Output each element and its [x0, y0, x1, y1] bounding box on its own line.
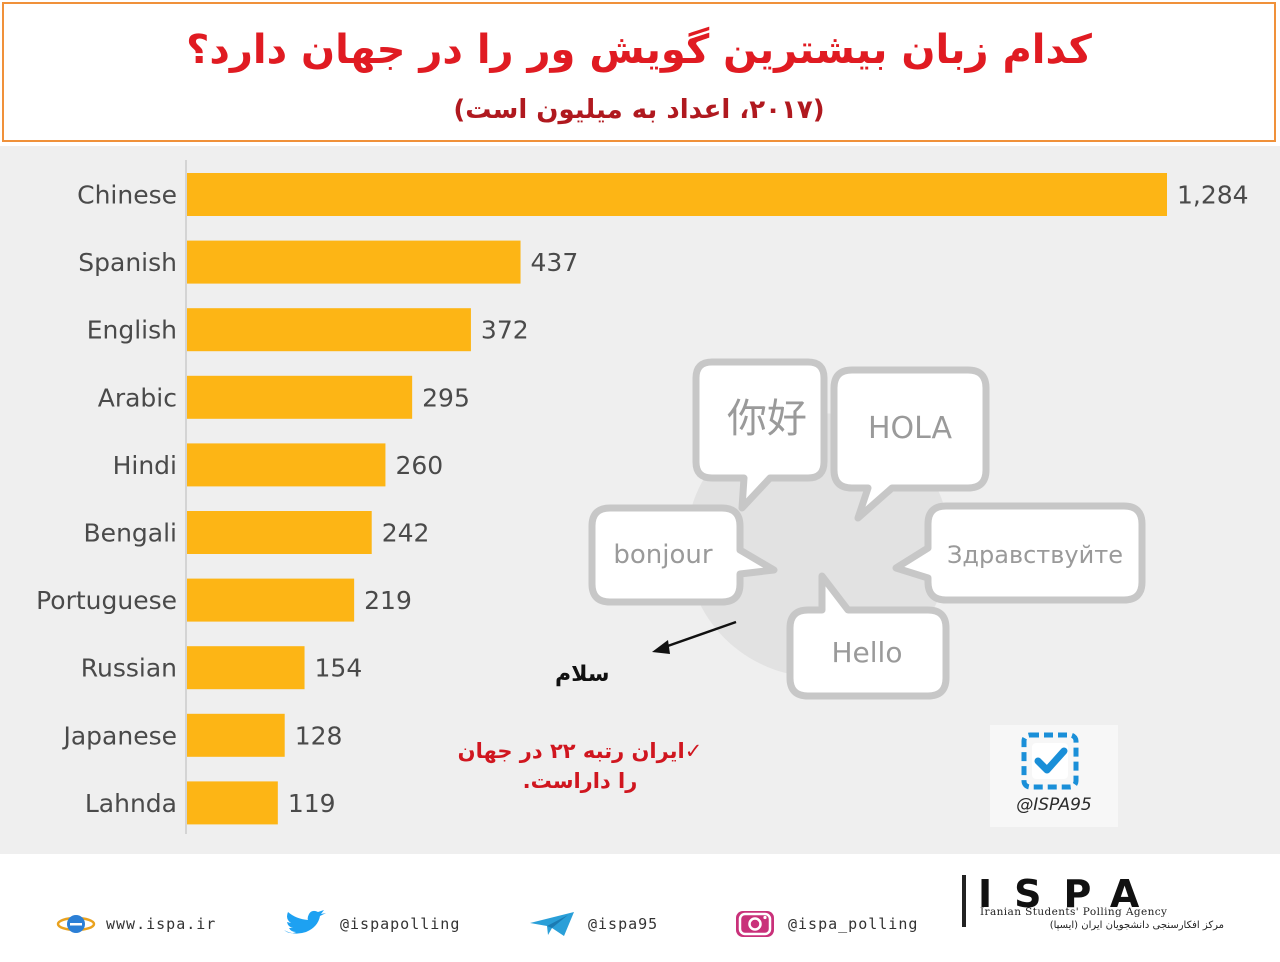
- bubble-nihao: [692, 358, 828, 512]
- twitter-icon: [284, 910, 326, 934]
- website-text: www.ispa.ir: [106, 915, 217, 933]
- ispa-brand-wordmark: ISPA: [978, 872, 1162, 916]
- category-label-arabic: Arabic: [98, 383, 177, 412]
- salam-arrow: [661, 620, 737, 650]
- brand-english-name: Iranian Students' Polling Agency: [980, 906, 1168, 918]
- chart-title: کدام زبان بیشترین گویش ور را در جهان دار…: [186, 27, 1092, 73]
- value-label-english: 372: [481, 316, 529, 345]
- category-label-russian: Russian: [81, 654, 177, 683]
- bubble-nihao-text: 你好: [727, 396, 807, 442]
- category-label-lahnda: Lahnda: [85, 789, 177, 818]
- category-label-hindi: Hindi: [113, 451, 177, 480]
- category-label-spanish: Spanish: [78, 248, 177, 277]
- category-label-portuguese: Portuguese: [36, 586, 177, 615]
- telegram-text: @ispa95: [588, 915, 659, 933]
- salam-label: سلام: [555, 662, 610, 687]
- telegram-icon: [530, 912, 574, 936]
- brand-divider: [962, 875, 966, 927]
- bar-japanese: [187, 713, 285, 757]
- website-link[interactable]: www.ispa.ir: [56, 910, 216, 938]
- bar-arabic: [187, 375, 413, 419]
- title-frame: کدام زبان بیشترین گویش ور را در جهان دار…: [2, 2, 1276, 142]
- value-label-portuguese: 219: [364, 586, 412, 615]
- ispa-logo: [990, 725, 1118, 827]
- internet-explorer-icon: [56, 915, 96, 933]
- footer: [0, 856, 1280, 962]
- category-label-bengali: Bengali: [84, 519, 177, 548]
- bar-portuguese: [187, 578, 355, 622]
- salam-arrowhead: [652, 640, 670, 654]
- bubble-hello: [786, 572, 950, 700]
- check-badge-icon: [1021, 732, 1079, 790]
- ispa-handle: @ISPA95: [1016, 795, 1092, 815]
- chart-subtitle: (۲۰۱۷، اعداد به میلیون است): [453, 95, 825, 125]
- value-label-japanese: 128: [295, 721, 343, 750]
- bar-spanish: [187, 240, 521, 284]
- category-label-english: English: [87, 316, 177, 345]
- iran-rank-note-line1: ✓ایران رتبه ۲۲ در جهان: [457, 739, 703, 763]
- twitter-text: @ispapolling: [340, 915, 461, 933]
- bubble-zdravstvuyte: [892, 502, 1146, 604]
- bar-bengali: [187, 511, 372, 554]
- value-label-lahnda: 119: [288, 789, 336, 818]
- value-label-arabic: 295: [422, 383, 470, 412]
- instagram-icon: [736, 911, 774, 937]
- instagram-text: @ispa_polling: [788, 915, 919, 933]
- bar-russian: [187, 646, 305, 690]
- brand-persian-name: مرکز افکارسنجی دانشجویان ایران (ایسپا): [1049, 920, 1224, 931]
- telegram-link[interactable]: @ispa95: [528, 910, 658, 938]
- bubble-bonjour-text: bonjour: [613, 540, 712, 570]
- bubble-hello-text: Hello: [832, 636, 903, 669]
- iran-rank-note: ✓ایران رتبه ۲۲ در جهان را داراست.: [430, 736, 730, 796]
- bar-chinese: [187, 173, 1167, 216]
- bubble-zdravstvuyte-text: Здравствуйте: [947, 541, 1123, 569]
- twitter-link[interactable]: @ispapolling: [280, 910, 460, 938]
- value-label-russian: 154: [315, 654, 363, 683]
- value-label-spanish: 437: [531, 248, 579, 277]
- bar-hindi: [187, 443, 386, 487]
- bar-lahnda: [187, 781, 278, 825]
- category-label-chinese: Chinese: [77, 181, 177, 210]
- value-label-bengali: 242: [382, 519, 430, 548]
- instagram-link[interactable]: @ispa_polling: [732, 910, 918, 938]
- bubble-hola-text: HOLA: [868, 411, 953, 446]
- bubble-bonjour: [588, 504, 778, 606]
- value-label-chinese: 1,284: [1177, 181, 1249, 210]
- iran-rank-note-line2: را داراست.: [522, 769, 638, 793]
- bar-english: [187, 308, 471, 352]
- value-label-hindi: 260: [395, 451, 443, 480]
- category-label-japanese: Japanese: [61, 721, 177, 750]
- bubble-hola: [830, 366, 990, 522]
